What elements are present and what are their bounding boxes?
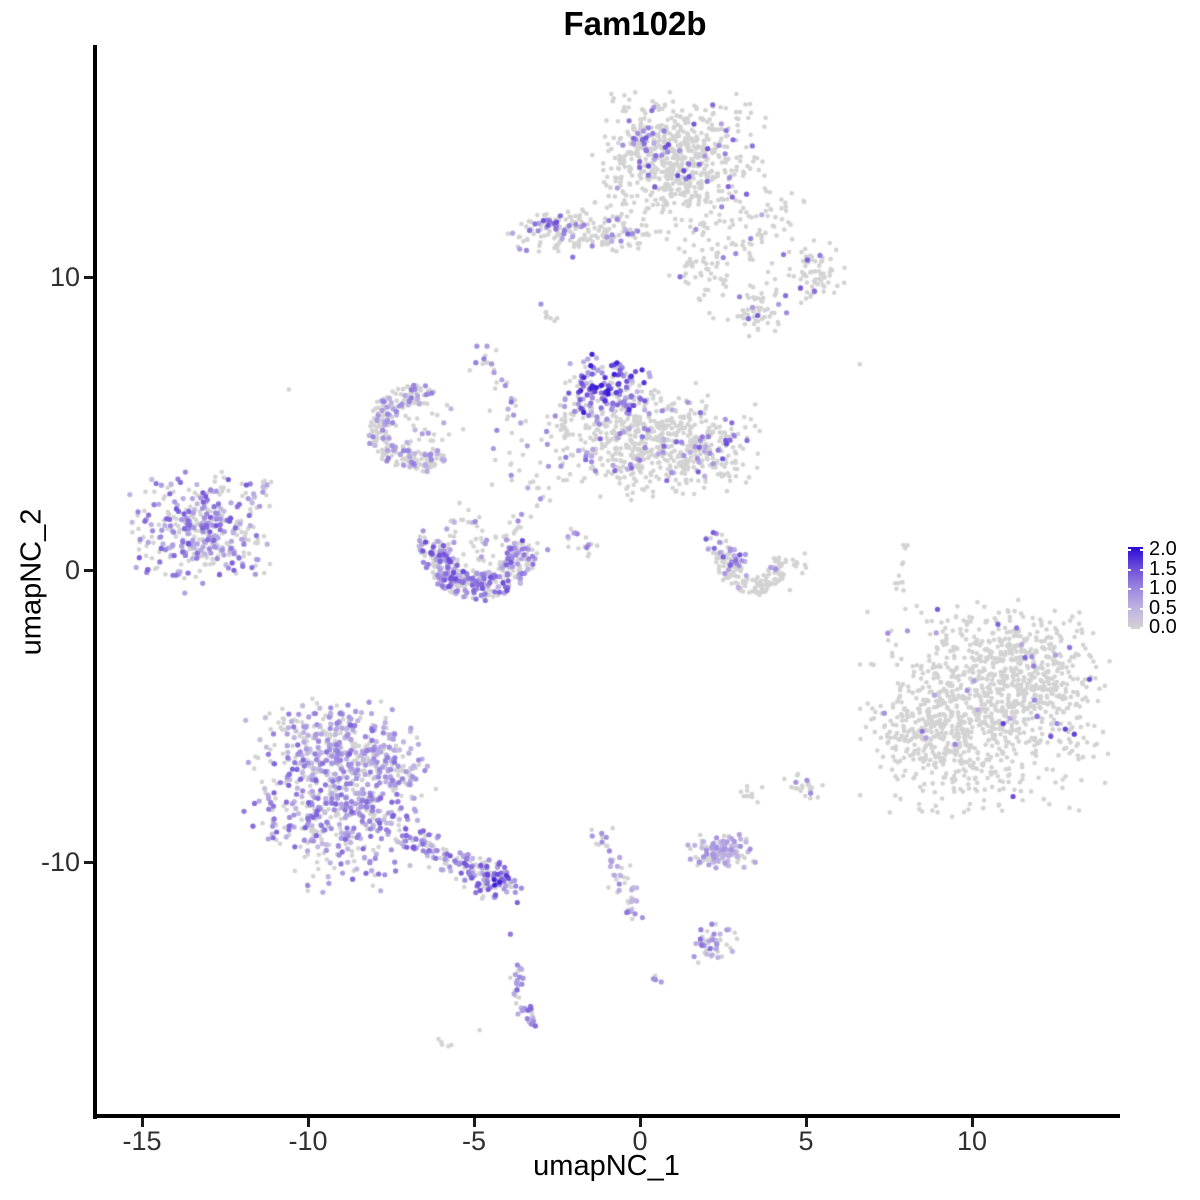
x-axis-line xyxy=(93,1114,1120,1118)
x-tick-mark xyxy=(805,1118,808,1127)
legend-tick-label: 1.0 xyxy=(1149,577,1177,599)
legend-tick-notch xyxy=(1140,607,1143,610)
y-tick-mark xyxy=(84,276,93,279)
legend-tick-notch xyxy=(1140,627,1143,629)
x-tick-label: 0 xyxy=(632,1126,648,1156)
legend-tick-notch xyxy=(1128,588,1131,590)
x-axis-title: umapNC_1 xyxy=(533,1150,680,1182)
legend-tick-label: 2.0 xyxy=(1149,538,1177,560)
legend-tick-notch xyxy=(1140,549,1143,551)
y-tick-mark xyxy=(84,568,93,572)
x-tick-mark xyxy=(639,1118,642,1127)
legend-tick-notch xyxy=(1128,607,1131,610)
y-axis-line xyxy=(93,45,97,1119)
y-axis-title: umapNC_2 xyxy=(15,508,48,656)
legend-tick-label: 0.0 xyxy=(1149,616,1177,638)
y-tick-label: 0 xyxy=(64,554,80,585)
x-tick-mark xyxy=(473,1118,476,1127)
legend-tick-notch xyxy=(1128,549,1131,551)
y-tick-label: -10 xyxy=(40,847,80,877)
x-tick-mark xyxy=(971,1118,974,1127)
x-tick-label: -5 xyxy=(461,1126,486,1156)
x-tick-label: 10 xyxy=(956,1126,988,1156)
legend-tick-label: 0.5 xyxy=(1149,596,1177,619)
legend-tick-notch xyxy=(1140,568,1143,571)
x-tick-mark xyxy=(141,1118,144,1127)
y-tick-mark xyxy=(84,861,93,864)
x-tick-label: 5 xyxy=(798,1126,814,1156)
legend-tick-label: 1.5 xyxy=(1149,557,1177,580)
y-tick-label: 10 xyxy=(49,262,80,292)
x-tick-mark xyxy=(307,1118,310,1127)
legend-tick-notch xyxy=(1140,588,1143,590)
colorbar-gradient xyxy=(1128,547,1143,629)
x-tick-label: -10 xyxy=(288,1126,328,1156)
legend-tick-notch xyxy=(1128,627,1131,629)
x-tick-label: -15 xyxy=(122,1126,162,1156)
legend-tick-notch xyxy=(1128,568,1131,571)
colorbar-legend: 2.0 1.5 1.0 0.5 0.0 xyxy=(1128,539,1200,637)
